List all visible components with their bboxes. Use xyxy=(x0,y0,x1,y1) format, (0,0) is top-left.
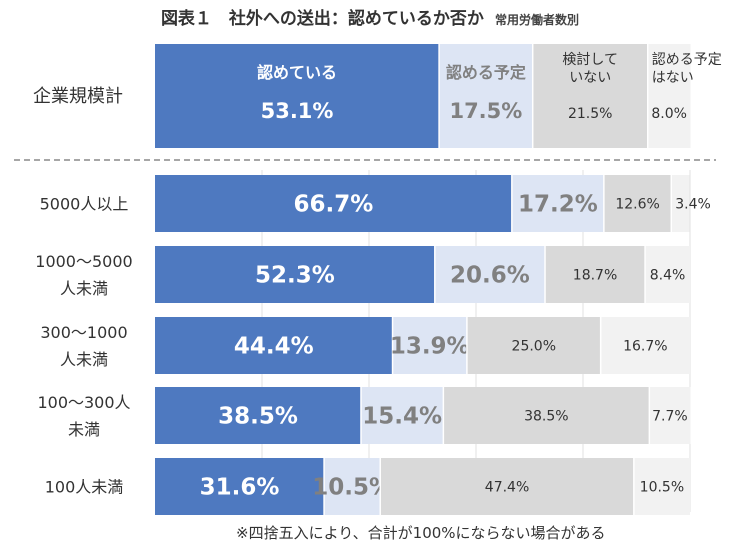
data-label: 15.4% xyxy=(362,404,442,430)
series-label: 認める予定 xyxy=(446,63,526,82)
bar-segment xyxy=(434,246,546,303)
bar-segment xyxy=(380,458,634,515)
data-label: 44.4% xyxy=(234,334,314,360)
category-label: 人未満 xyxy=(60,279,108,298)
category-label: 1000～5000 xyxy=(35,252,132,271)
bar-segment xyxy=(633,458,690,515)
series-label: はない xyxy=(652,70,694,86)
chart-subtitle: 常用労働者数別 xyxy=(495,13,580,27)
bar-segment xyxy=(360,387,444,444)
bar-segment xyxy=(443,387,650,444)
data-label: 18.7% xyxy=(573,268,617,284)
data-label: 10.5% xyxy=(312,475,392,501)
bar-segment xyxy=(392,317,467,374)
data-label: 8.0% xyxy=(651,106,687,122)
data-label: 66.7% xyxy=(294,192,374,218)
bar-segment xyxy=(155,458,325,515)
bar-segment xyxy=(439,44,533,148)
data-label: 53.1% xyxy=(261,99,334,123)
series-label: 認めている xyxy=(257,63,337,82)
category-label: 企業規模計 xyxy=(33,86,123,107)
data-label: 21.5% xyxy=(568,106,612,122)
bar-segment xyxy=(647,44,691,148)
category-label: 5000人以上 xyxy=(40,195,129,214)
bar-segment xyxy=(155,317,393,374)
bar-segment xyxy=(155,44,440,148)
chart-title-block: 図表１ 社外への送出：認めているか否か 常用労働者数別 xyxy=(0,4,740,29)
data-label: 31.6% xyxy=(200,475,280,501)
data-label: 7.7% xyxy=(652,409,688,425)
bar-segment xyxy=(466,317,601,374)
series-label: 認める予定 xyxy=(652,52,722,68)
category-label: 300～1000 xyxy=(40,323,127,342)
data-label: 52.3% xyxy=(255,263,335,289)
bar-segment xyxy=(155,175,512,232)
series-label: 検討して xyxy=(562,52,618,68)
footnote: ※四捨五入により、合計が100%にならない場合がある xyxy=(236,524,606,542)
bar-segment xyxy=(600,317,690,374)
bar-segment xyxy=(645,246,690,303)
bar-segment xyxy=(511,175,604,232)
bar-segment xyxy=(649,387,691,444)
chart-title: 図表１ 社外への送出：認めているか否か xyxy=(160,9,484,29)
bar-segment xyxy=(324,458,381,515)
data-label: 3.4% xyxy=(675,197,711,213)
data-label: 16.7% xyxy=(623,339,667,355)
data-label: 25.0% xyxy=(512,339,556,355)
bar-segment xyxy=(545,246,646,303)
bar-segment xyxy=(603,175,672,232)
category-label: 人未満 xyxy=(60,350,108,369)
bar-segment xyxy=(155,246,435,303)
category-label: 未満 xyxy=(68,420,100,439)
data-label: 38.5% xyxy=(524,409,568,425)
bar-segment xyxy=(671,175,690,232)
data-label: 10.5% xyxy=(640,480,684,496)
data-label: 38.5% xyxy=(218,404,298,430)
bar-segment xyxy=(155,387,361,444)
data-label: 17.5% xyxy=(449,99,522,123)
data-label: 17.2% xyxy=(518,192,598,218)
category-label: 100～300人 xyxy=(37,393,130,412)
data-label: 13.9% xyxy=(390,334,470,360)
series-label: いない xyxy=(569,70,611,86)
category-label: 100人未満 xyxy=(45,478,124,497)
data-label: 20.6% xyxy=(450,263,530,289)
data-label: 8.4% xyxy=(650,268,686,284)
bar-segment xyxy=(532,44,648,148)
data-label: 12.6% xyxy=(615,197,659,213)
data-label: 47.4% xyxy=(485,480,529,496)
